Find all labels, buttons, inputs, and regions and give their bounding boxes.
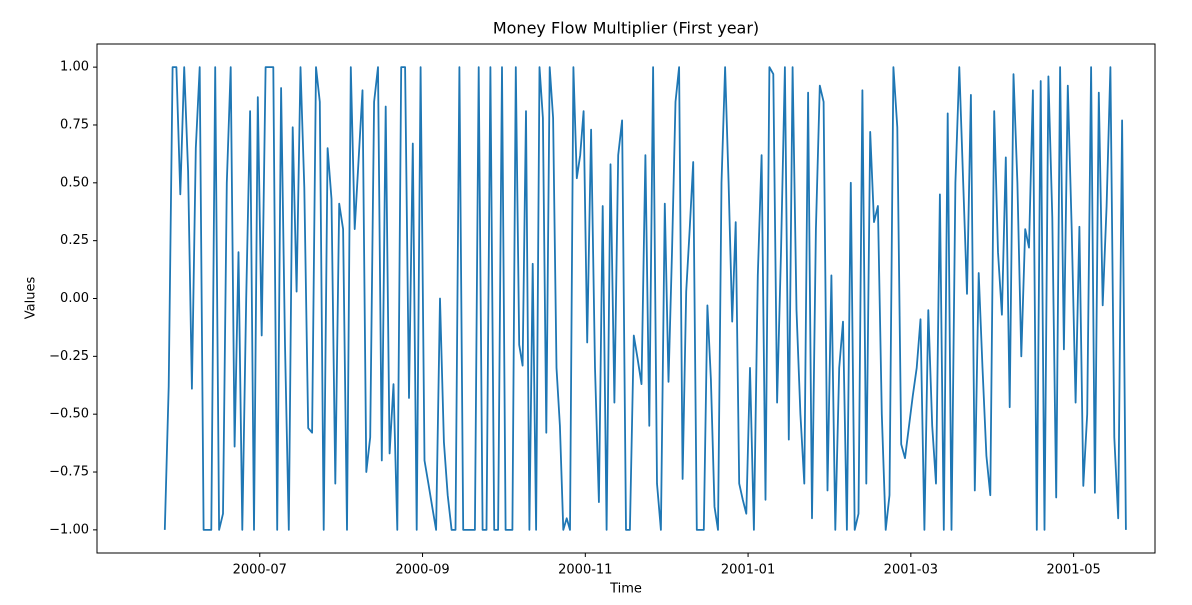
y-tick-label: 0.00 — [60, 291, 89, 306]
x-tick-label: 2001-05 — [1046, 563, 1100, 578]
y-tick-label: −0.50 — [49, 407, 89, 422]
y-tick-label: −0.75 — [49, 465, 89, 480]
y-tick-label: 0.75 — [60, 117, 89, 132]
y-tick-label: −1.00 — [49, 522, 89, 537]
y-tick-label: 1.00 — [60, 60, 89, 75]
x-axis-label: Time — [609, 582, 642, 597]
x-tick-label: 2001-01 — [721, 563, 775, 578]
plot-frame — [96, 43, 1156, 554]
y-tick-label: 0.25 — [60, 233, 89, 248]
y-tick-label: 0.50 — [60, 175, 89, 190]
y-tick-label: −0.25 — [49, 349, 89, 364]
x-tick-label: 2001-03 — [884, 563, 938, 578]
y-axis-label: Values — [24, 277, 39, 320]
data-line — [163, 66, 1127, 531]
x-tick-label: 2000-07 — [233, 563, 287, 578]
x-tick-label: 2000-09 — [395, 563, 449, 578]
x-tick-label: 2000-11 — [558, 563, 612, 578]
chart-title: Money Flow Multiplier (First year) — [493, 19, 759, 38]
